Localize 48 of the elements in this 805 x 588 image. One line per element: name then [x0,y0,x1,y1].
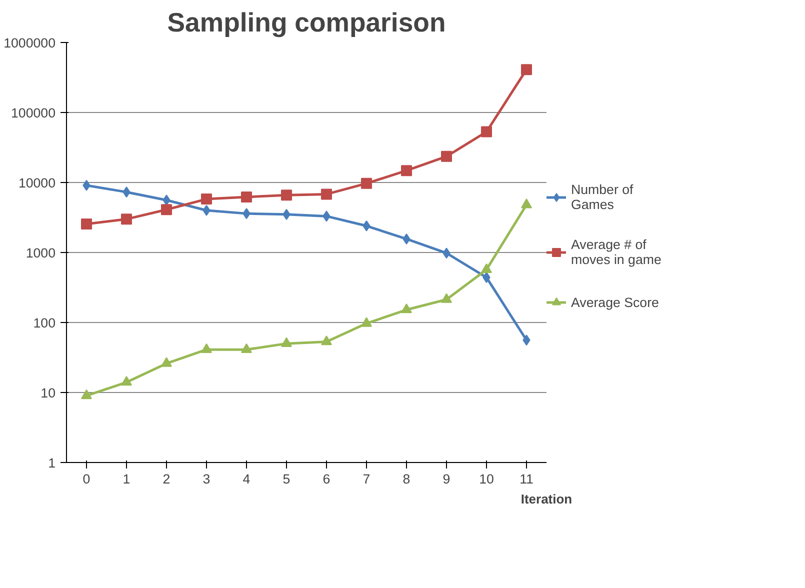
point [401,165,412,176]
point [281,190,292,201]
legend-label: Average Score [571,294,659,310]
point [81,389,92,400]
point [241,343,252,353]
x-tick-label: 8 [402,472,410,486]
point [161,357,172,367]
y-tick-label: 10 [40,386,56,400]
point [401,303,412,314]
chart-title: Sampling comparison [167,8,446,38]
point [321,188,332,200]
legend-label: Average # of moves in game [571,237,662,267]
x-tick-label: 4 [242,472,251,486]
y-tick-label: 1000 [26,246,56,260]
point [521,198,532,208]
point [121,376,132,386]
x-tick-label: 3 [202,472,210,486]
x-tick-label: 11 [520,472,534,486]
y-tick-label: 100 [33,316,56,330]
point [481,263,492,273]
x-tick-label: 9 [442,472,450,486]
point [361,317,372,327]
point [241,192,252,203]
point [521,64,532,76]
x-tick-label: 2 [162,472,170,486]
y-tick-label: 100000 [11,106,56,120]
point [201,194,212,205]
x-tick-label: 10 [479,472,494,486]
y-tick-label: 10000 [18,176,56,190]
y-tick-label: 1000000 [4,36,56,50]
point [81,218,92,230]
legend-label: Number of Games [571,182,634,212]
x-tick-label: 5 [282,472,290,486]
point [321,336,332,346]
point [481,126,492,138]
point [361,178,372,189]
point [441,293,452,303]
y-tick-label: 1 [48,456,56,470]
x-tick-label: 7 [362,472,370,486]
point [441,150,452,162]
point [281,337,292,347]
point [121,214,132,225]
x-axis-title: Iteration [520,492,572,506]
point [161,204,172,216]
point [201,343,212,353]
x-tick-label: 1 [122,472,130,486]
x-tick-label: 0 [82,472,90,486]
x-tick-label: 6 [322,472,330,486]
